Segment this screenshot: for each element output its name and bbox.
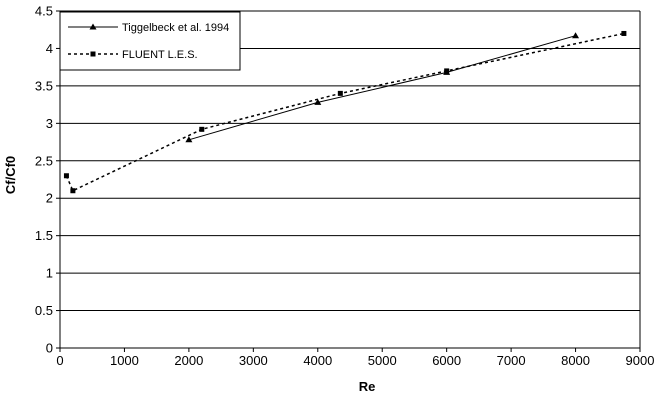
data-point-square bbox=[444, 68, 450, 74]
x-tick-label: 6000 bbox=[432, 353, 461, 368]
legend-marker-square-icon bbox=[90, 51, 96, 57]
tick-labels: 0 0.5 1 1.5 2 2.5 3 3.5 4 4.5 0 1000 2000 3000 4000 500… bbox=[35, 4, 655, 369]
y-tick-label: 3 bbox=[46, 116, 53, 131]
legend-marker-triangle-icon bbox=[89, 23, 97, 30]
y-tick-label: 3.5 bbox=[35, 78, 53, 93]
x-tick-label: 7000 bbox=[497, 353, 526, 368]
x-tick-label: 2000 bbox=[174, 353, 203, 368]
legend-label-tiggelbeck: Tiggelbeck et al. 1994 bbox=[122, 22, 229, 34]
series-line-tiggelbeck bbox=[188, 35, 576, 141]
legend: Tiggelbeck et al. 1994 FLUENT L.E.S. bbox=[59, 11, 241, 71]
x-tick-label: 1000 bbox=[110, 353, 139, 368]
y-tick-label: 2.5 bbox=[35, 153, 53, 168]
y-tick-label: 2 bbox=[46, 191, 53, 206]
data-point-square bbox=[63, 173, 69, 179]
x-tick-label: 3000 bbox=[239, 353, 268, 368]
x-tick-label: 0 bbox=[56, 353, 63, 368]
legend-box bbox=[59, 11, 241, 71]
y-tick-label: 4.5 bbox=[35, 4, 53, 19]
data-point-triangle bbox=[572, 32, 580, 39]
y-tick-label: 0.5 bbox=[35, 303, 53, 318]
data-point-square bbox=[70, 188, 76, 194]
y-tick-label: 1 bbox=[46, 266, 53, 281]
y-axis-title: Cf/Cf0 bbox=[3, 156, 18, 194]
y-tick-label: 4 bbox=[46, 41, 53, 56]
x-axis-title: Re bbox=[359, 379, 376, 394]
x-tick-label: 5000 bbox=[368, 353, 397, 368]
series-line-fluent bbox=[65, 32, 625, 192]
x-tick-label: 9000 bbox=[626, 353, 655, 368]
gridlines bbox=[60, 10, 640, 312]
data-point-triangle bbox=[185, 136, 193, 143]
y-tick-label: 1.5 bbox=[35, 228, 53, 243]
data-point-square bbox=[199, 126, 205, 132]
x-tick-label: 8000 bbox=[561, 353, 590, 368]
series-layer bbox=[63, 30, 627, 194]
y-tick-label: 0 bbox=[46, 341, 53, 356]
data-point-square bbox=[337, 90, 343, 96]
x-tick-label: 4000 bbox=[303, 353, 332, 368]
legend-label-fluent: FLUENT L.E.S. bbox=[122, 49, 198, 61]
data-point-square bbox=[621, 30, 627, 36]
data-point-triangle bbox=[314, 98, 322, 105]
